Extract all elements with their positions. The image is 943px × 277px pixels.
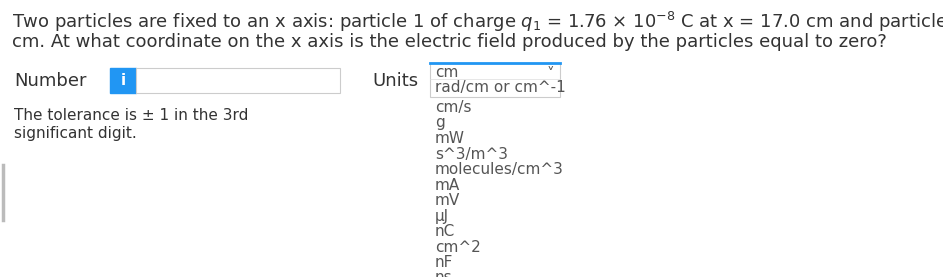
Text: Two particles are fixed to an x axis: particle 1 of charge $q_1$ = 1.76 × 10$^{-: Two particles are fixed to an x axis: pa…: [12, 10, 943, 34]
Text: g: g: [435, 116, 445, 130]
Text: molecules/cm^3: molecules/cm^3: [435, 162, 564, 177]
Text: nF: nF: [435, 255, 454, 270]
Text: mV: mV: [435, 193, 460, 208]
Text: rad/cm or cm^-1: rad/cm or cm^-1: [435, 80, 566, 95]
FancyBboxPatch shape: [136, 68, 340, 93]
Text: cm^2: cm^2: [435, 240, 481, 255]
Text: i: i: [121, 73, 125, 88]
Text: μJ: μJ: [435, 209, 449, 224]
Text: cm/s: cm/s: [435, 100, 472, 115]
Text: significant digit.: significant digit.: [14, 126, 137, 141]
Text: nC: nC: [435, 224, 455, 239]
Text: Number: Number: [14, 72, 87, 90]
FancyBboxPatch shape: [110, 68, 136, 93]
Text: Units: Units: [372, 72, 418, 90]
Text: mA: mA: [435, 178, 460, 193]
FancyBboxPatch shape: [430, 63, 560, 97]
Text: cm. At what coordinate on the x axis is the electric field produced by the parti: cm. At what coordinate on the x axis is …: [12, 33, 886, 51]
Text: ns: ns: [435, 271, 453, 277]
Text: ˅: ˅: [546, 66, 554, 81]
Text: cm: cm: [435, 65, 458, 80]
Text: The tolerance is ± 1 in the 3rd: The tolerance is ± 1 in the 3rd: [14, 108, 248, 123]
Text: s^3/m^3: s^3/m^3: [435, 147, 508, 161]
Text: mW: mW: [435, 131, 465, 146]
